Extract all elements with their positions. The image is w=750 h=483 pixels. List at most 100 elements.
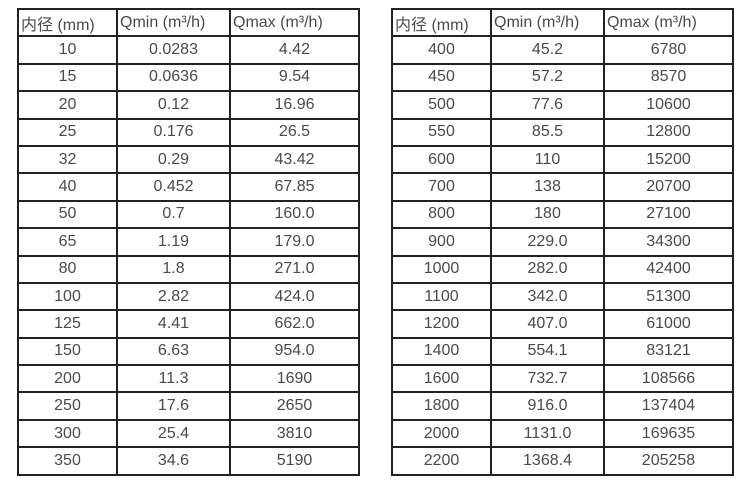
cell-qmin: 11.3	[116, 364, 231, 394]
cell-qmin: 25.4	[116, 418, 231, 449]
cell-qmax: 4.42	[229, 35, 360, 65]
table-row: 2000 1131.0 169635	[391, 418, 734, 449]
cell-qmin: 0.0283	[116, 35, 231, 65]
cell-qmin: 1.8	[116, 254, 231, 284]
cell-diameter: 1100	[391, 281, 492, 312]
cell-qmax: 271.0	[229, 254, 360, 284]
table-row: 400 45.2 6780	[391, 35, 734, 65]
table-row: 450 57.2 8570	[391, 62, 734, 93]
cell-diameter: 2200	[391, 446, 492, 476]
col-header-qmax: Qmax (m³/h)	[229, 7, 360, 38]
cell-diameter: 1600	[391, 364, 492, 394]
table-row: 350 34.6 5190	[17, 446, 360, 476]
cell-qmin: 1.19	[116, 227, 231, 257]
cell-qmax: 61000	[603, 309, 734, 339]
table-row: 1400 554.1 83121	[391, 336, 734, 367]
cell-diameter: 900	[391, 227, 492, 257]
table-row: 25 0.176 26.5	[17, 117, 360, 147]
cell-qmin: 1131.0	[490, 418, 605, 449]
cell-qmax: 12800	[603, 117, 734, 147]
cell-diameter: 250	[17, 391, 118, 421]
cell-qmin: 0.452	[116, 172, 231, 202]
cell-qmax: 43.42	[229, 144, 360, 175]
cell-qmax: 160.0	[229, 199, 360, 230]
cell-diameter: 200	[17, 364, 118, 394]
col-header-diameter: 内径 (mm)	[17, 7, 118, 38]
col-header-qmin: Qmin (m³/h)	[116, 7, 231, 38]
cell-qmin: 17.6	[116, 391, 231, 421]
cell-diameter: 1400	[391, 336, 492, 367]
cell-qmin: 229.0	[490, 227, 605, 257]
cell-qmin: 45.2	[490, 35, 605, 65]
table-row: 65 1.19 179.0	[17, 227, 360, 257]
cell-qmax: 6780	[603, 35, 734, 65]
table-row: 32 0.29 43.42	[17, 144, 360, 175]
cell-diameter: 15	[17, 62, 118, 93]
table-body-left: 10 0.0283 4.42 15 0.0636 9.54 20 0.12 16.96 25 0.1…	[17, 35, 360, 476]
cell-qmin: 34.6	[116, 446, 231, 476]
table-row: 500 77.6 10600	[391, 90, 734, 120]
cell-diameter: 1000	[391, 254, 492, 284]
cell-diameter: 400	[391, 35, 492, 65]
cell-qmax: 27100	[603, 199, 734, 230]
cell-diameter: 800	[391, 199, 492, 230]
cell-qmax: 8570	[603, 62, 734, 93]
table-row: 10 0.0283 4.42	[17, 35, 360, 65]
cell-qmin: 180	[490, 199, 605, 230]
cell-qmin: 342.0	[490, 281, 605, 312]
header-row: 内径 (mm) Qmin (m³/h) Qmax (m³/h)	[391, 7, 734, 38]
cell-qmin: 110	[490, 144, 605, 175]
cell-diameter: 600	[391, 144, 492, 175]
cell-qmax: 424.0	[229, 281, 360, 312]
cell-qmax: 42400	[603, 254, 734, 284]
cell-qmax: 15200	[603, 144, 734, 175]
cell-qmax: 20700	[603, 172, 734, 202]
cell-diameter: 20	[17, 90, 118, 120]
cell-qmin: 4.41	[116, 309, 231, 339]
table-row: 150 6.63 954.0	[17, 336, 360, 367]
cell-diameter: 300	[17, 418, 118, 449]
cell-diameter: 2000	[391, 418, 492, 449]
cell-qmin: 282.0	[490, 254, 605, 284]
table-row: 250 17.6 2650	[17, 391, 360, 421]
cell-diameter: 550	[391, 117, 492, 147]
table-row: 40 0.452 67.85	[17, 172, 360, 202]
cell-qmax: 2650	[229, 391, 360, 421]
cell-diameter: 125	[17, 309, 118, 339]
cell-diameter: 25	[17, 117, 118, 147]
cell-qmin: 6.63	[116, 336, 231, 367]
cell-qmin: 916.0	[490, 391, 605, 421]
table-row: 15 0.0636 9.54	[17, 62, 360, 93]
table-row: 200 11.3 1690	[17, 364, 360, 394]
cell-qmin: 732.7	[490, 364, 605, 394]
cell-diameter: 10	[17, 35, 118, 65]
cell-qmin: 0.176	[116, 117, 231, 147]
cell-qmin: 138	[490, 172, 605, 202]
cell-qmax: 10600	[603, 90, 734, 120]
cell-qmin: 0.12	[116, 90, 231, 120]
cell-diameter: 100	[17, 281, 118, 312]
cell-qmax: 205258	[603, 446, 734, 476]
cell-qmax: 179.0	[229, 227, 360, 257]
cell-diameter: 500	[391, 90, 492, 120]
col-header-qmin: Qmin (m³/h)	[490, 7, 605, 38]
table-row: 1100 342.0 51300	[391, 281, 734, 312]
cell-qmax: 3810	[229, 418, 360, 449]
table-row: 700 138 20700	[391, 172, 734, 202]
table-row: 550 85.5 12800	[391, 117, 734, 147]
table-row: 100 2.82 424.0	[17, 281, 360, 312]
cell-diameter: 50	[17, 199, 118, 230]
cell-diameter: 1800	[391, 391, 492, 421]
cell-diameter: 350	[17, 446, 118, 476]
cell-qmin: 1368.4	[490, 446, 605, 476]
cell-qmax: 34300	[603, 227, 734, 257]
cell-qmin: 77.6	[490, 90, 605, 120]
cell-qmin: 85.5	[490, 117, 605, 147]
cell-qmax: 51300	[603, 281, 734, 312]
table-row: 80 1.8 271.0	[17, 254, 360, 284]
table-row: 900 229.0 34300	[391, 227, 734, 257]
table-row: 800 180 27100	[391, 199, 734, 230]
table-row: 2200 1368.4 205258	[391, 446, 734, 476]
cell-diameter: 700	[391, 172, 492, 202]
